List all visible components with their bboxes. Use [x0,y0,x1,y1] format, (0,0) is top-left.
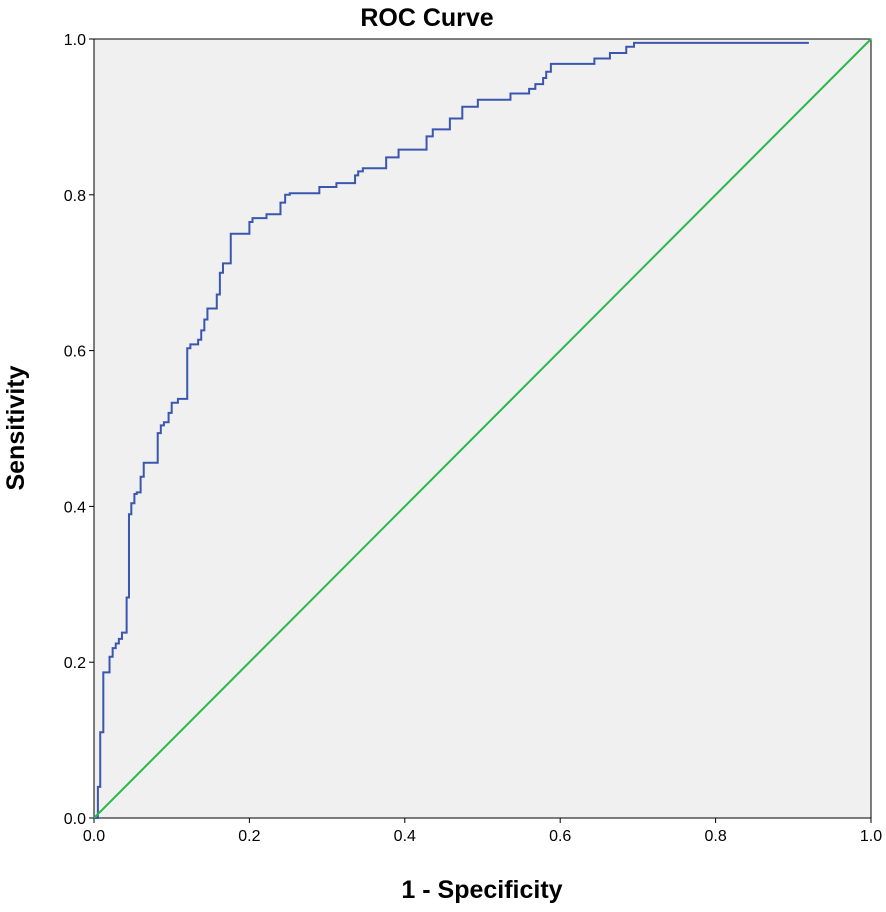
x-tick-label: 0.2 [238,828,260,845]
y-tick-label: 0.4 [64,499,86,516]
series-layer [93,38,872,819]
y-tick-label: 0.2 [64,655,86,672]
chart-title: ROC Curve [360,4,493,32]
x-tick-label: 0.0 [83,828,105,845]
y-tick-label: 0.6 [64,344,86,361]
x-axis-label: 1 - Specificity [401,876,562,904]
y-tick-label: 0.0 [64,811,86,828]
roc-curve-line [94,41,809,819]
x-tick-label: 0.6 [549,828,571,845]
y-tick-label: 0.8 [64,188,86,205]
y-axis-label: Sensitivity [2,365,30,490]
y-tick-label: 1.0 [64,32,86,49]
axis-ticks: 0.0 0.2 0.4 0.6 0.8 1.0 0.0 0.2 0.4 0.6 0.8 1.0 [64,32,882,845]
x-tick-label: 0.4 [394,828,416,845]
reference-diagonal-line [93,38,872,819]
x-tick-label: 0.8 [704,828,726,845]
x-tick-label: 1.0 [860,828,882,845]
